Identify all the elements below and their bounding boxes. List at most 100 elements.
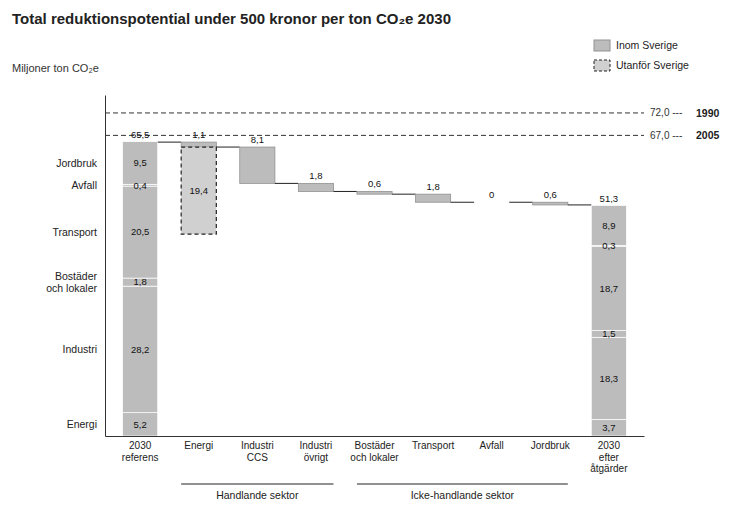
segment-label: Energi [67, 418, 97, 430]
data-label: 3,7 [602, 422, 615, 433]
plot-texts: 72,0 ---199067,0 ---20055,2Energi28,2Ind… [46, 107, 719, 433]
data-label: 1,8 [134, 276, 147, 287]
text-line: 2030 [598, 440, 621, 451]
x-axis: 2030referensEnergiIndustriCCSIndustriövr… [106, 436, 645, 474]
x-tick: Energi [184, 436, 213, 451]
connector [158, 142, 181, 143]
data-label: 18,7 [600, 283, 619, 294]
reference-name-label: 2005 [696, 129, 720, 141]
x-tick: Transport [412, 436, 455, 451]
text-line: CCS [247, 452, 268, 463]
data-label: 1,1 [192, 129, 205, 140]
data-label: 19,4 [189, 185, 208, 196]
data-label: 5,2 [134, 419, 147, 430]
connector [568, 204, 591, 205]
outside-bar [181, 147, 216, 234]
text-line: Transport [412, 440, 455, 451]
step-bar [474, 202, 509, 203]
connector [216, 147, 239, 148]
step-bar [240, 147, 275, 183]
connector [392, 194, 415, 195]
group-label: Handlande sektor [216, 489, 299, 501]
step-bar [181, 142, 216, 147]
x-tick: Bostäderoch lokaler [350, 436, 399, 463]
title: Total reduktionspotential under 500 kron… [12, 10, 451, 27]
plot-marks [105, 113, 644, 436]
bar-segment [591, 419, 626, 436]
step-bar [416, 194, 451, 202]
legend-label: Utanför Sverige [616, 59, 689, 71]
bar-segment [591, 247, 626, 331]
legend-label: Inom Sverige [616, 39, 678, 51]
text-line: Industri [241, 440, 274, 451]
segment-label: Transport [52, 226, 97, 238]
text-line: Jordbruk [56, 157, 98, 169]
data-label: 28,2 [131, 344, 150, 355]
text-line: Transport [52, 226, 97, 238]
data-label: 20,5 [131, 226, 150, 237]
x-tick: Jordbruk [531, 436, 571, 451]
step-bar [357, 191, 392, 194]
x-tick-label: Jordbruk [531, 440, 571, 451]
text-line: Energi [67, 418, 97, 430]
data-label: 8,1 [251, 134, 264, 145]
text-line: efter [599, 452, 620, 463]
data-label: 0,3 [602, 240, 615, 251]
data-label: 1,5 [602, 328, 615, 339]
segment-label: Avfall [72, 179, 98, 191]
x-tick-label: IndustriCCS [241, 440, 274, 463]
segment-label: Jordbruk [56, 157, 98, 169]
text-line: Energi [184, 440, 213, 451]
x-tick-label: Avfall [480, 440, 504, 451]
x-tick-label: Bostäderoch lokaler [350, 440, 399, 463]
segment-label: Bostäderoch lokaler [46, 270, 97, 294]
data-label: 0,6 [368, 178, 381, 189]
segment-label: Industri [63, 343, 97, 355]
x-tick-label: Industriövrigt [300, 440, 333, 463]
text-line: Industri [63, 343, 97, 355]
group-label: Icke-handlande sektor [411, 489, 515, 501]
reference-value-label: 72,0 --- [650, 107, 682, 118]
bar-segment [123, 186, 158, 278]
connector [509, 202, 532, 203]
text-line: Avfall [72, 179, 98, 191]
x-tick: 2030referens [122, 436, 159, 463]
step-bar [533, 202, 568, 205]
reference-line [105, 112, 644, 113]
text-line: Jordbruk [531, 440, 571, 451]
data-label: 1,8 [309, 170, 322, 181]
data-label: 0 [489, 189, 494, 200]
data-label: 9,5 [134, 157, 147, 168]
text-line: 2030 [129, 440, 152, 451]
x-tick-label: Transport [412, 440, 455, 451]
legend-swatch [594, 60, 610, 71]
text-line: Bostäder [354, 440, 395, 451]
y-axis-line [105, 96, 106, 437]
x-tick: 2030efteråtgärder [590, 436, 628, 474]
connector [275, 183, 298, 184]
x-tick: IndustriCCS [241, 436, 274, 463]
data-label: 8,9 [602, 220, 615, 231]
legend-item: Utanför Sverige [594, 59, 689, 71]
bar-segment [123, 286, 158, 413]
x-tick-label: Energi [184, 440, 213, 451]
total-label: 51,3 [600, 193, 619, 204]
x-tick-label: 2030referens [122, 440, 159, 463]
x-tick: Avfall [480, 436, 504, 451]
group-line [357, 484, 568, 485]
y-axis [105, 96, 106, 437]
text-line: referens [122, 452, 159, 463]
connector [451, 202, 474, 203]
data-label: 18,3 [600, 373, 619, 384]
data-label: 1,8 [426, 181, 439, 192]
legend: Inom Sverige Utanför Sverige [594, 39, 689, 71]
text-line: och lokaler [350, 452, 399, 463]
chart-svg: 72,0 ---199067,0 ---20055,2Energi28,2Ind… [0, 0, 744, 528]
text-line: övrigt [304, 452, 329, 463]
y-axis-label: Miljoner ton CO₂e [12, 62, 99, 74]
x-tick-label: 2030efteråtgärder [590, 440, 628, 474]
text-line: Industri [300, 440, 333, 451]
data-label: 0,6 [544, 189, 557, 200]
bar-segment [591, 337, 626, 419]
connector [333, 191, 356, 192]
